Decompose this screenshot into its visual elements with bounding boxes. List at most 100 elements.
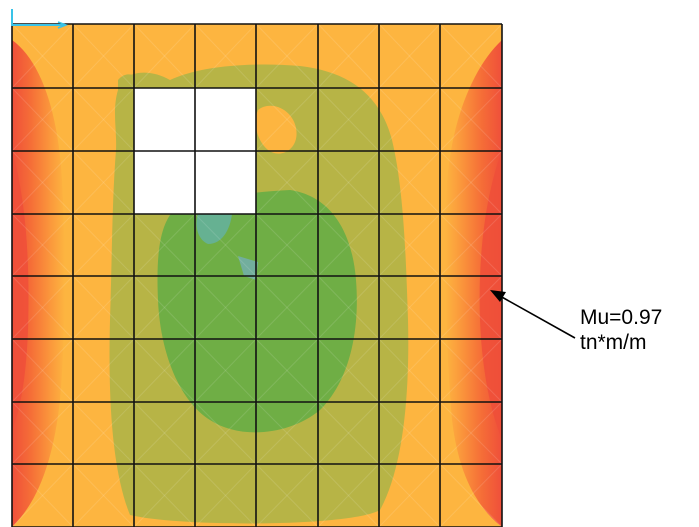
mesh-diagonal	[317, 150, 380, 215]
mesh-diagonal	[378, 150, 441, 215]
mesh-diagonal	[317, 150, 380, 215]
mesh-diagonal	[11, 338, 74, 403]
mesh-diagonal	[133, 463, 196, 527]
mesh-diagonal	[11, 87, 74, 152]
moment-value-text: Mu=0.97	[580, 306, 663, 329]
mesh-diagonal	[439, 275, 503, 340]
mesh-diagonal	[72, 23, 135, 89]
mesh-diagonal	[255, 275, 319, 340]
mesh-diagonal	[72, 87, 135, 152]
mesh-diagonal	[11, 401, 74, 465]
mesh-diagonal	[317, 463, 380, 527]
mesh-diagonal	[255, 150, 319, 215]
mesh-diagonal	[133, 275, 196, 340]
xy-axis-icon	[11, 9, 69, 29]
mesh-diagonal	[194, 23, 257, 89]
moment-label: Mu=0.97 tn*m/m	[580, 305, 662, 355]
mesh-diagonal	[317, 338, 380, 403]
mesh-diagonal	[133, 213, 196, 277]
mesh-diagonal	[317, 463, 380, 527]
mesh-diagonal	[255, 23, 319, 89]
mesh-diagonal	[439, 275, 503, 340]
mesh-diagonal	[194, 23, 257, 89]
mesh-diagonal	[317, 213, 380, 277]
contour-orange-notch	[255, 105, 297, 154]
mesh-diagonal	[439, 213, 503, 277]
mesh-diagonal	[255, 150, 319, 215]
contour-olive-nub	[118, 74, 139, 100]
mesh-diagonal	[255, 213, 319, 277]
mesh-diagonal	[11, 150, 74, 215]
mesh-diagonal	[11, 213, 74, 277]
mesh-diagonal	[317, 275, 380, 340]
mesh-diagonal	[194, 401, 257, 465]
mesh-diagonal	[255, 338, 319, 403]
contour-left-edge-core	[12, 150, 29, 430]
mesh-diagonal	[133, 463, 196, 527]
mesh-diagonal	[255, 401, 319, 465]
arrow-icon	[490, 290, 576, 339]
moment-unit-text: tn*m/m	[580, 331, 647, 354]
mesh-diagonal	[72, 463, 135, 527]
mesh-diagonal	[317, 23, 380, 89]
mesh-diagonal	[194, 338, 257, 403]
mesh-diagonal	[255, 463, 319, 527]
mesh-diagonal	[72, 463, 135, 527]
contour-blue-spot	[238, 256, 258, 280]
mesh-diagonal	[11, 401, 74, 465]
mesh-diagonal	[378, 401, 441, 465]
mesh-diagonal	[11, 23, 74, 89]
mesh-diagonals	[11, 23, 503, 527]
mesh-diagonal	[255, 338, 319, 403]
mesh-diagonal	[194, 275, 257, 340]
mesh-diagonal	[378, 463, 441, 527]
mesh-diagonal	[194, 213, 257, 277]
mesh-diagonal	[72, 275, 135, 340]
mesh-diagonal	[378, 23, 441, 89]
mesh-diagonal	[133, 23, 196, 89]
mesh-diagonal	[11, 87, 74, 152]
mesh-diagonal	[133, 401, 196, 465]
mesh-diagonal	[439, 463, 503, 527]
mesh-diagonal	[72, 87, 135, 152]
mesh-diagonal	[11, 150, 74, 215]
mesh-diagonal	[133, 401, 196, 465]
mesh-diagonal	[378, 401, 441, 465]
mesh-diagonal	[378, 275, 441, 340]
mesh-diagonal	[133, 338, 196, 403]
mesh-diagonal	[133, 338, 196, 403]
mesh-diagonal	[439, 463, 503, 527]
mesh-diagonal	[11, 463, 74, 527]
mesh-diagonal	[378, 87, 441, 152]
mesh-diagonal	[72, 338, 135, 403]
mesh-diagonal	[439, 150, 503, 215]
mesh-diagonal	[72, 401, 135, 465]
mesh-diagonal	[11, 275, 74, 340]
mesh-diagonal	[255, 463, 319, 527]
mesh-diagonal	[133, 23, 196, 89]
mesh-diagonal	[72, 401, 135, 465]
mesh-diagonal	[133, 213, 196, 277]
contour-right-edge-core	[479, 150, 502, 440]
mesh-diagonal	[378, 463, 441, 527]
mesh-diagonal	[194, 338, 257, 403]
mesh-diagonal	[439, 23, 503, 89]
mesh-diagonal	[439, 401, 503, 465]
mesh-diagonal	[255, 23, 319, 89]
mesh-diagonal	[439, 338, 503, 403]
mesh-diagonal	[378, 338, 441, 403]
mesh-diagonal	[72, 150, 135, 215]
mesh-diagonal	[72, 338, 135, 403]
mesh-diagonal	[194, 401, 257, 465]
mesh-diagonal	[194, 275, 257, 340]
mesh-diagonal	[194, 463, 257, 527]
mesh-diagonal	[439, 213, 503, 277]
contour-green-core	[157, 190, 357, 433]
mesh-diagonal	[255, 275, 319, 340]
mesh-diagonal	[439, 338, 503, 403]
mesh-diagonal	[317, 87, 380, 152]
mesh-diagonal	[378, 213, 441, 277]
contour-teal-spot	[196, 214, 232, 244]
mesh-diagonal	[194, 213, 257, 277]
